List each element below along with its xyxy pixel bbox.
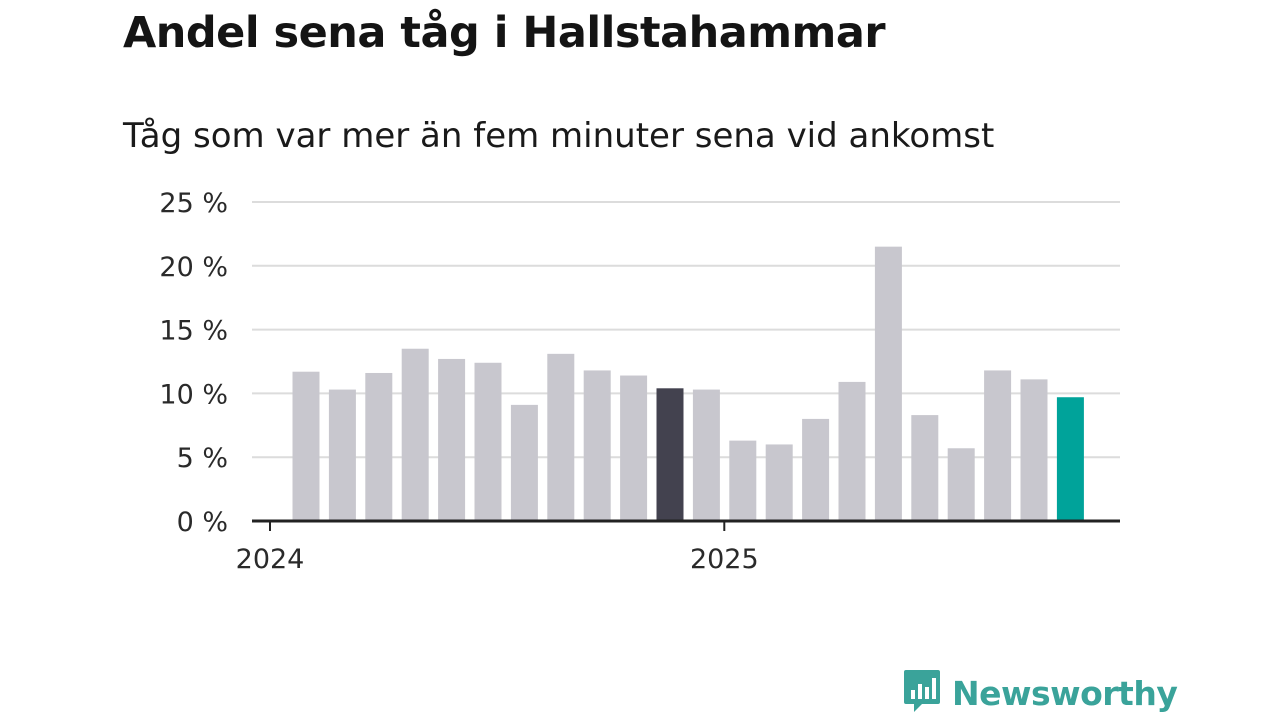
bar-2024-06 <box>474 362 502 521</box>
y-tick-label: 0 % <box>177 507 228 538</box>
bar-2025-07 <box>947 448 975 521</box>
bar-2025-08 <box>984 370 1012 521</box>
bar-2024-04 <box>401 348 429 521</box>
x-tick-label: 2025 <box>690 544 759 575</box>
bar-2024-03 <box>365 372 393 521</box>
bar-2024-08 <box>547 353 575 521</box>
bar-2025-06 <box>911 415 939 521</box>
bar-2024-02 <box>328 389 356 521</box>
bar-2024-05 <box>438 358 466 521</box>
bar-chart: 0 % 5 % 10 % 15 % 20 % 25 % 2024 2025 <box>159 188 1120 575</box>
y-tick-label: 25 % <box>159 188 228 219</box>
bar-chart-speech-bubble-icon <box>902 668 942 719</box>
chart-title: Andel sena tåg i Hallstahammar <box>123 8 886 58</box>
x-tick-label: 2024 <box>236 544 305 575</box>
bar-2024-11 <box>656 388 684 521</box>
newsworthy-logo: Newsworthy <box>902 668 1178 719</box>
bar-2025-10 <box>1056 397 1084 521</box>
bar-2025-09 <box>1020 379 1048 521</box>
bar-2025-01 <box>729 440 757 521</box>
bar-2025-05 <box>874 246 902 521</box>
bar-2024-09 <box>583 370 611 521</box>
y-tick-label: 20 % <box>159 252 228 283</box>
brand-name: Newsworthy <box>952 673 1178 713</box>
bar-2024-10 <box>620 375 648 521</box>
bar-2024-07 <box>510 404 538 521</box>
y-tick-label: 5 % <box>177 443 228 474</box>
bar-2025-03 <box>802 418 830 521</box>
bar-2024-12 <box>692 389 720 521</box>
chart-subtitle: Tåg som var mer än fem minuter sena vid … <box>123 116 995 156</box>
y-tick-label: 15 % <box>159 316 228 347</box>
bar-2025-04 <box>838 381 866 521</box>
bar-2025-02 <box>765 444 793 521</box>
y-tick-label: 10 % <box>159 379 228 410</box>
bar-2024-01 <box>292 371 320 521</box>
